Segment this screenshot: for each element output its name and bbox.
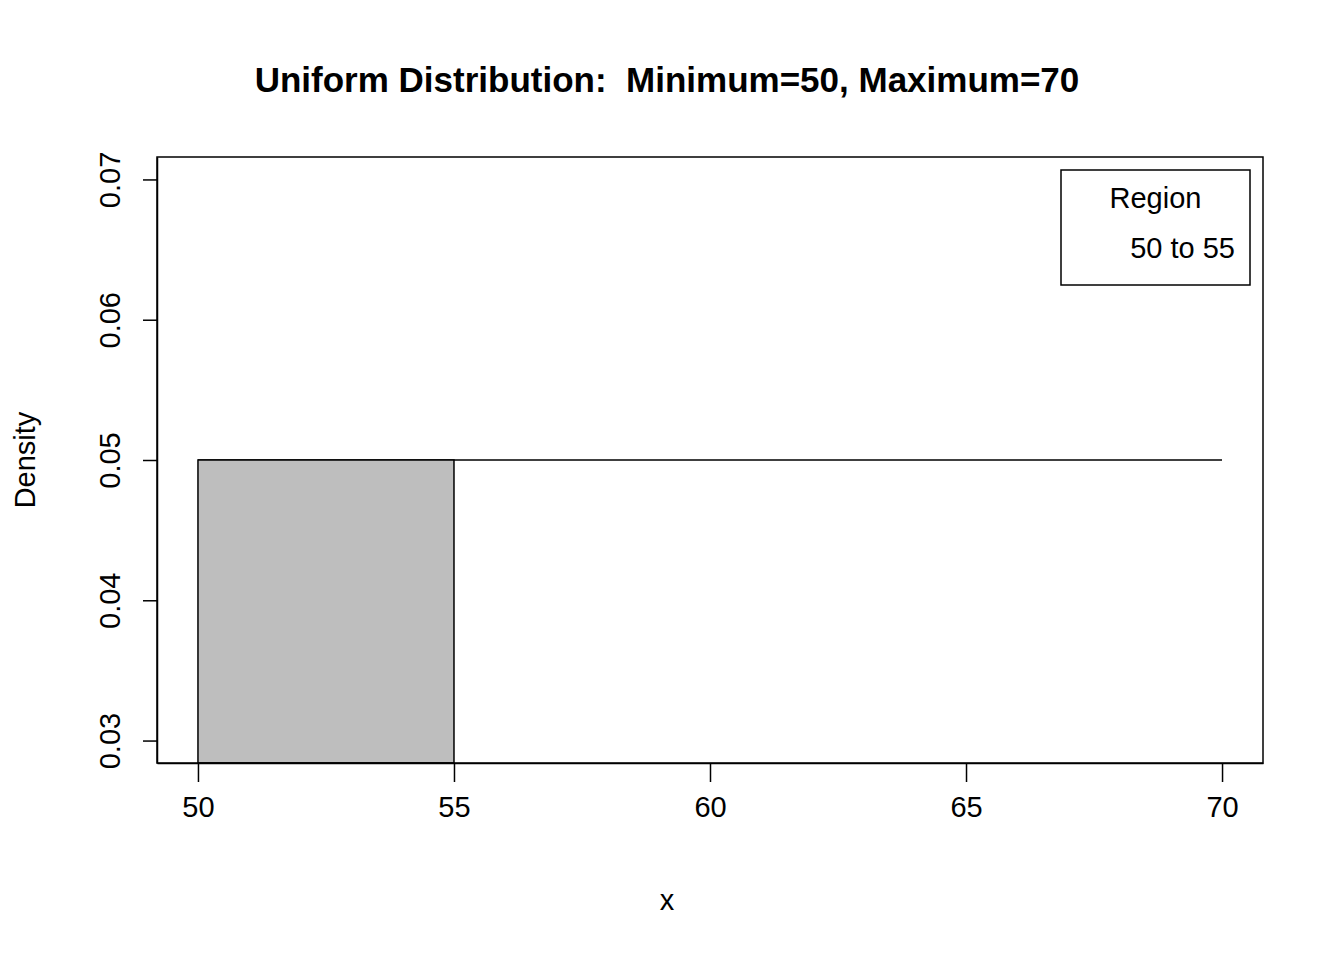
shaded-region <box>198 460 454 763</box>
y-tick-label: 0.06 <box>94 292 126 348</box>
x-tick-label: 70 <box>1206 791 1238 823</box>
x-tick: 55 <box>438 763 470 823</box>
y-tick-label: 0.07 <box>94 152 126 208</box>
y-tick-mark <box>143 179 157 181</box>
x-axis: 50 55 60 65 70 <box>158 763 1264 823</box>
x-tick-label: 65 <box>950 791 982 823</box>
x-tick-mark <box>710 763 712 782</box>
y-axis: 0.03 0.04 0.05 0.06 0.07 <box>94 152 157 770</box>
x-tick-label: 50 <box>182 791 214 823</box>
y-tick-label: 0.03 <box>94 713 126 769</box>
x-tick-label: 55 <box>438 791 470 823</box>
y-tick: 0.06 <box>94 292 157 348</box>
legend-title: Region <box>1110 182 1202 214</box>
legend-entry: 50 to 55 <box>1130 232 1235 264</box>
y-tick-label: 0.05 <box>94 432 126 488</box>
y-tick-mark <box>143 600 157 602</box>
title: Uniform Distribution: Minimum=50, Maximu… <box>255 60 1080 99</box>
legend-box <box>1061 170 1250 285</box>
x-tick-mark <box>198 763 200 782</box>
x-tick: 60 <box>694 763 726 823</box>
y-tick: 0.04 <box>94 573 157 629</box>
x-tick-mark <box>966 763 968 782</box>
x-tick-mark <box>454 763 456 782</box>
x-tick: 50 <box>182 763 214 823</box>
plot-area <box>198 460 1222 763</box>
y-tick: 0.05 <box>94 432 157 488</box>
x-tick-mark <box>1222 763 1224 782</box>
y-axis-title: Density <box>9 411 41 508</box>
y-tick-mark <box>143 319 157 321</box>
legend: Region 50 to 55 <box>1061 170 1250 285</box>
y-tick-label: 0.04 <box>94 573 126 629</box>
x-axis-title: x <box>660 884 675 916</box>
x-tick: 70 <box>1206 763 1238 823</box>
x-tick: 65 <box>950 763 982 823</box>
plot-frame <box>157 157 1263 763</box>
y-tick: 0.07 <box>94 152 157 208</box>
y-tick: 0.03 <box>94 713 157 769</box>
chart: 50 55 60 65 70 0.03 0.04 0.05 0.06 0.07 Uniform Di… <box>0 0 1344 960</box>
y-tick-mark <box>143 740 157 742</box>
y-tick-mark <box>143 460 157 462</box>
x-tick-label: 60 <box>694 791 726 823</box>
